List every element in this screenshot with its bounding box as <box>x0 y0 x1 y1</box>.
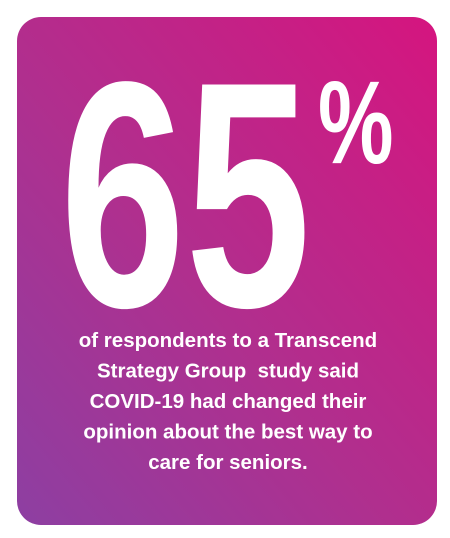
caption-line: COVID-19 had changed their <box>90 390 367 413</box>
caption-line: opinion about the best way to <box>83 421 372 444</box>
card <box>17 17 437 525</box>
caption: of respondents to a Transcend Strategy Gr… <box>79 329 377 474</box>
caption-line: Strategy Group study said <box>97 360 359 383</box>
stat-unit: % <box>318 56 394 188</box>
caption-line: of respondents to a Transcend <box>79 329 377 352</box>
stat-number: 65 <box>60 14 311 374</box>
caption-line: care for seniors. <box>148 451 308 474</box>
